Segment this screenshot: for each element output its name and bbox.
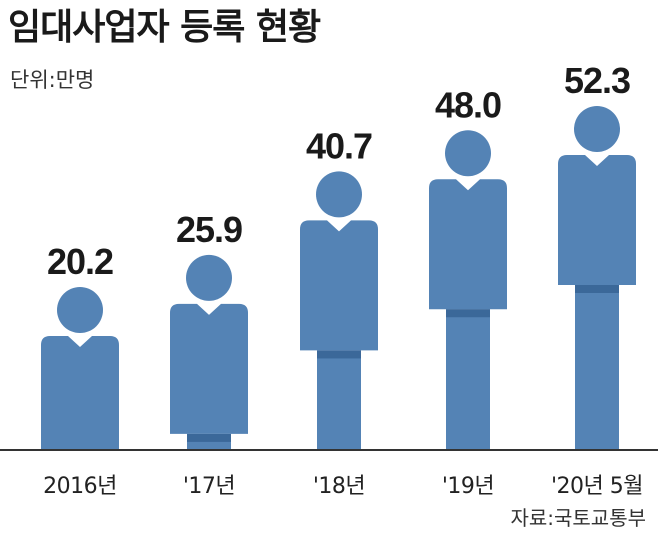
data-label-4: 52.3 <box>564 60 630 101</box>
bar-head-2 <box>316 171 362 218</box>
data-label-1: 25.9 <box>176 209 242 250</box>
bar-torso-2 <box>300 220 378 351</box>
bar-torso-1 <box>170 303 248 434</box>
bar-torso-0 <box>41 336 119 450</box>
bar-head-4 <box>574 106 620 152</box>
bar-legs-2 <box>317 350 361 450</box>
bar-torso-4 <box>558 155 636 285</box>
bar-torso-3 <box>429 179 507 310</box>
chart-title: 임대사업자 등록 현황 <box>8 7 321 48</box>
x-tick-label-4: '20년 5월 <box>551 474 643 499</box>
x-tick-label-1: '17년 <box>183 474 235 499</box>
bar-head-1 <box>186 254 232 301</box>
x-tick-label-2: '18년 <box>313 474 365 499</box>
bar-figure-1: 25.9 '17년 <box>170 209 248 499</box>
source-label: 자료:국토교통부 <box>510 506 646 530</box>
bar-figure-0: 20.2 2016년 <box>41 241 119 499</box>
data-label-0: 20.2 <box>47 241 113 282</box>
data-label-3: 48.0 <box>435 84 501 125</box>
bar-head-0 <box>57 287 103 334</box>
bar-hip-4 <box>575 285 619 293</box>
x-tick-label-3: '19년 <box>442 474 494 499</box>
bar-hip-1 <box>187 433 231 442</box>
bar-legs-3 <box>446 309 490 450</box>
unit-label: 단위:만명 <box>10 68 95 92</box>
bar-legs-4 <box>575 285 619 450</box>
x-tick-label-0: 2016년 <box>43 474 117 499</box>
bar-hip-3 <box>446 309 490 318</box>
bar-figure-3: 48.0 '19년 <box>429 84 507 499</box>
bar-figure-2: 40.7 '18년 <box>300 125 378 499</box>
bar-figure-4: 52.3 '20년 5월 <box>551 60 644 499</box>
bar-head-3 <box>445 130 491 177</box>
bar-hip-2 <box>317 350 361 359</box>
data-label-2: 40.7 <box>306 125 372 166</box>
